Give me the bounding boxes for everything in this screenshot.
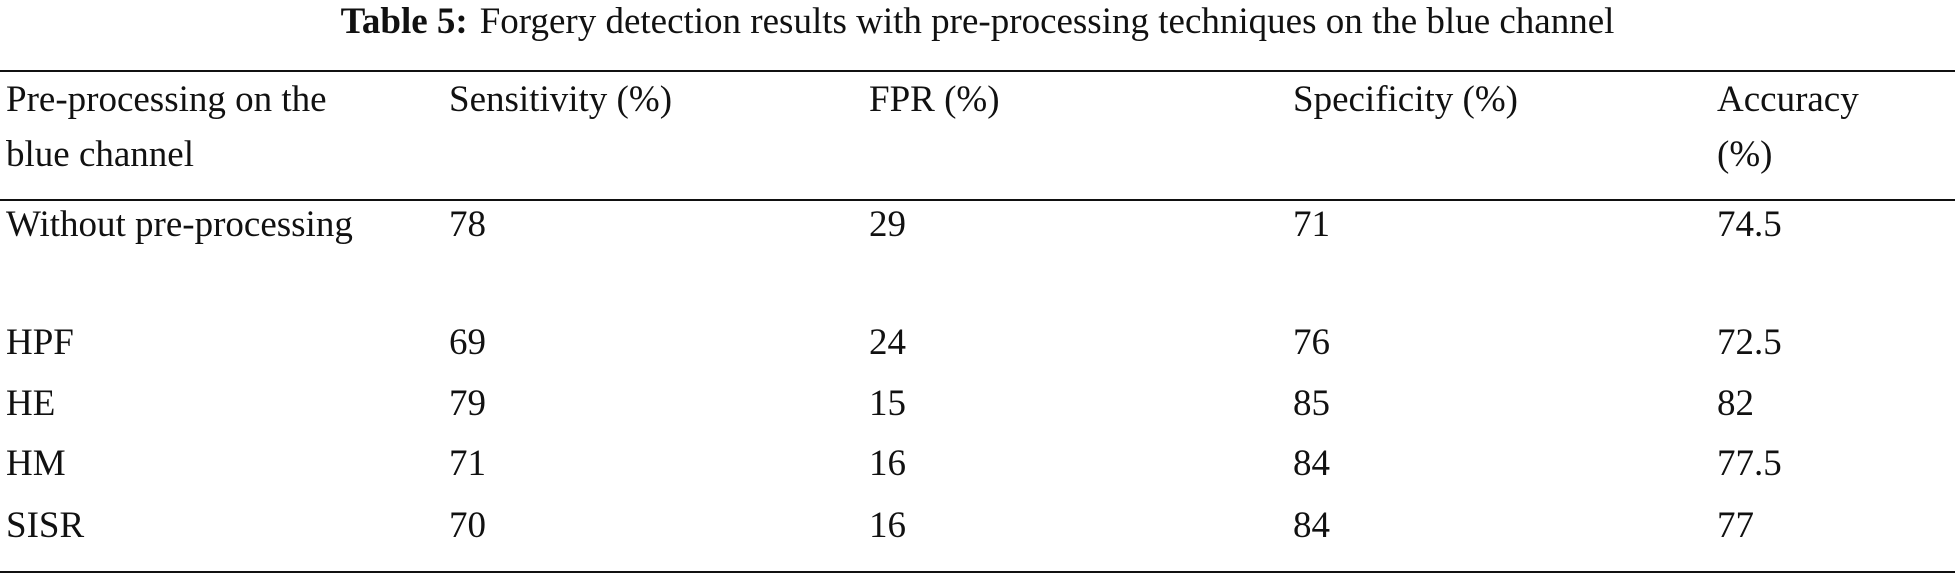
table-cell: 77.5 <box>1717 443 1782 484</box>
header-rule <box>0 199 1955 201</box>
table-cell: 85 <box>1293 383 1330 424</box>
header-cell: Sensitivity (%) <box>449 79 673 120</box>
table-cell: 16 <box>869 443 906 484</box>
bottom-rule <box>0 571 1955 573</box>
table-cell: 76 <box>1293 322 1330 363</box>
table-cell: 24 <box>869 322 906 363</box>
table-cell: 74.5 <box>1717 204 1782 245</box>
row-label: Without pre-processing <box>6 204 353 245</box>
table-cell: 15 <box>869 383 906 424</box>
row-label: HM <box>6 443 66 484</box>
header-cell: FPR (%) <box>869 79 1000 120</box>
caption-label: Table 5: <box>340 1 468 42</box>
table-cell: 69 <box>449 322 486 363</box>
table-cell: 71 <box>1293 204 1330 245</box>
table-cell: 72.5 <box>1717 322 1782 363</box>
row-label: HPF <box>6 322 74 363</box>
header-cell: Accuracy (%) <box>1717 79 1859 175</box>
row-label: HE <box>6 383 56 424</box>
table-cell: 84 <box>1293 505 1330 546</box>
table-cell: 29 <box>869 204 906 245</box>
caption: Table 5: Forgery detection results with p… <box>0 0 1955 44</box>
table-cell: 77 <box>1717 505 1754 546</box>
table-cell: 84 <box>1293 443 1330 484</box>
table-cell: 79 <box>449 383 486 424</box>
caption-text: Forgery detection results with pre-proce… <box>479 1 1615 42</box>
table-cell: 78 <box>449 204 486 245</box>
table-cell: 82 <box>1717 383 1754 424</box>
header-cell: Specificity (%) <box>1293 79 1518 120</box>
table-cell: 70 <box>449 505 486 546</box>
top-rule <box>0 70 1955 72</box>
header-cell: Pre-processing on the blue channel <box>6 79 327 175</box>
table-cell: 71 <box>449 443 486 484</box>
table-cell: 16 <box>869 505 906 546</box>
row-label: SISR <box>6 505 85 546</box>
